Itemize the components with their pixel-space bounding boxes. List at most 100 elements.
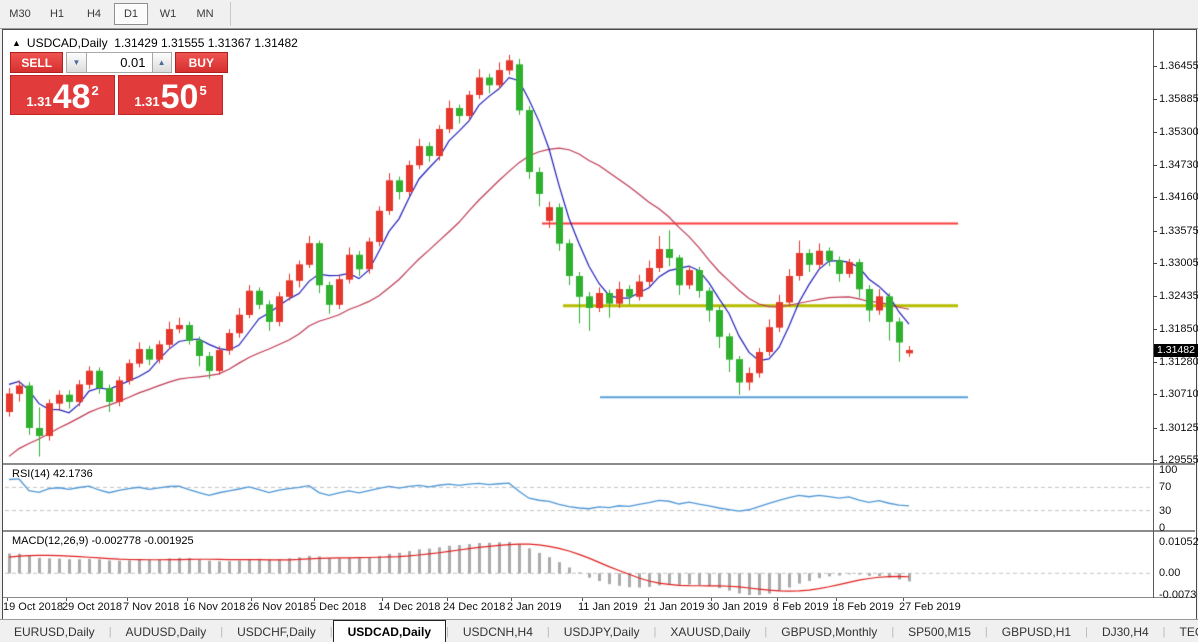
timeframe-button-w1[interactable]: W1	[159, 8, 177, 20]
price-axis-label: 1.34160	[1159, 191, 1198, 204]
chart-tab-eurusd-daily[interactable]: EURUSD,Daily	[14, 624, 95, 639]
volume-decrease-button[interactable]: ▼	[66, 52, 87, 73]
chart-tab-gbpusd-monthly[interactable]: GBPUSD,Monthly	[781, 624, 878, 639]
date-axis-label: 8 Feb 2019	[773, 601, 829, 613]
price-axis-border	[1153, 30, 1154, 598]
date-axis-tick	[711, 598, 712, 601]
volume-increase-button[interactable]: ▲	[151, 52, 172, 73]
date-axis-tick	[836, 598, 837, 601]
date-axis-label: 29 Oct 2018	[62, 601, 122, 613]
price-axis-label: 1.33575	[1159, 224, 1198, 237]
ask-price-main: 50	[160, 78, 199, 116]
timeframe-button-d1[interactable]: D1	[114, 3, 148, 25]
toolbar-divider	[230, 2, 231, 26]
panel-separator	[3, 597, 1195, 598]
date-axis-label: 27 Feb 2019	[899, 601, 961, 613]
date-axis-label: 7 Nov 2018	[123, 601, 180, 613]
tab-separator: |	[546, 625, 550, 638]
date-axis-label: 19 Oct 2018	[3, 601, 63, 613]
chart-tab-tech100-h1[interactable]: TECH100,H1	[1179, 624, 1198, 639]
chart-title: ▲ USDCAD,Daily 1.31429 1.31555 1.31367 1.…	[12, 36, 298, 50]
price-axis-tick	[1153, 98, 1157, 100]
tab-separator: |	[653, 625, 657, 638]
chart-tab-audusd-daily[interactable]: AUDUSD,Daily	[125, 624, 207, 639]
date-axis-label: 11 Jan 2019	[578, 601, 638, 613]
price-axis-tick	[1153, 329, 1157, 331]
chart-tab-bar: EURUSD,Daily | AUDUSD,Daily | USDCHF,Daily | U…	[0, 619, 1198, 642]
chart-tab-usdjpy-daily[interactable]: USDJPY,Daily	[563, 624, 640, 639]
date-axis-tick	[382, 598, 383, 601]
date-axis-tick	[511, 598, 512, 601]
tab-separator: |	[1162, 625, 1166, 638]
timeframe-button-h4[interactable]: H4	[86, 8, 102, 20]
price-axis-label: 1.35885	[1159, 92, 1198, 105]
macd-axis-label: -0.0073	[1159, 589, 1197, 601]
date-axis-tick	[187, 598, 188, 601]
date-axis-tick	[314, 598, 315, 601]
bid-price-button[interactable]: 1.31 48 2	[10, 75, 115, 115]
date-axis-tick	[903, 598, 904, 601]
price-axis-label: 1.30710	[1159, 388, 1198, 401]
price-axis-tick	[1153, 164, 1157, 166]
rsi-axis-label: 30	[1159, 504, 1172, 517]
tab-separator: |	[1085, 625, 1088, 638]
rsi-panel-canvas[interactable]	[5, 465, 1153, 530]
panel-separator[interactable]	[3, 463, 1195, 465]
rsi-label: RSI(14) 42.1736	[12, 468, 93, 480]
trade-panel-toggle-triangle-icon[interactable]: ▲	[12, 38, 21, 48]
chart-tab-usdchf-daily[interactable]: USDCHF,Daily	[237, 624, 316, 639]
date-axis-label: 26 Nov 2018	[247, 601, 310, 613]
chart-tab-usdcad-daily[interactable]: USDCAD,Daily	[332, 620, 446, 642]
ask-price-pip: 5	[199, 83, 207, 98]
price-axis-tick	[1153, 460, 1157, 462]
date-axis[interactable]: 19 Oct 2018 29 Oct 2018 7 Nov 2018 16 Nov 2…	[3, 598, 1153, 617]
sell-button[interactable]: SELL	[10, 52, 64, 73]
bid-price-prefix: 1.31	[26, 94, 52, 109]
tab-separator: |	[891, 625, 895, 638]
date-axis-label: 18 Feb 2019	[832, 601, 894, 613]
date-axis-tick	[127, 598, 128, 601]
tab-separator: |	[764, 625, 768, 638]
date-axis-tick	[648, 598, 649, 601]
price-axis-tick	[1153, 295, 1157, 297]
chart-tab-usdcnh-h4[interactable]: USDCNH,H4	[462, 624, 533, 639]
macd-axis-label: 0.00	[1159, 567, 1181, 579]
chart-tab-xauusd-daily[interactable]: XAUUSD,Daily	[670, 624, 751, 639]
panel-separator[interactable]	[3, 530, 1195, 532]
date-axis-label: 5 Dec 2018	[310, 601, 367, 613]
chart-tab-dj30-h4[interactable]: DJ30,H4	[1101, 624, 1149, 639]
volume-input[interactable]: 0.01	[86, 52, 152, 73]
timeframe-button-m30[interactable]: M30	[9, 8, 31, 20]
buy-button[interactable]: BUY	[174, 52, 229, 73]
date-axis-tick	[251, 598, 252, 601]
chart-ohlc-values: 1.31429 1.31555 1.31367 1.31482	[114, 36, 298, 50]
tab-separator: |	[446, 625, 449, 638]
price-axis-label: 1.29555	[1159, 454, 1198, 467]
date-axis-label: 21 Jan 2019	[644, 601, 705, 613]
ask-price-prefix: 1.31	[134, 94, 160, 109]
down-triangle-icon: ▼	[72, 58, 81, 67]
macd-panel-canvas[interactable]	[5, 532, 1153, 597]
price-axis-tick	[1153, 66, 1157, 67]
rsi-axis-label: 100	[1159, 464, 1178, 476]
chart-tab-sp500-m15[interactable]: SP500,M15	[908, 624, 971, 639]
price-axis-label: 1.33005	[1159, 257, 1198, 270]
timeframe-button-h1[interactable]: H1	[49, 8, 65, 20]
timeframe-button-mn[interactable]: MN	[196, 8, 214, 20]
price-axis-tick	[1153, 132, 1157, 133]
rsi-axis-label: 0	[1159, 522, 1166, 534]
date-axis-label: 2 Jan 2019	[507, 601, 562, 613]
price-axis-label: 1.31280	[1159, 355, 1198, 368]
date-axis-tick	[777, 598, 778, 601]
timeframe-buttons: M30 H1 H4 D1 W1 MN	[0, 3, 222, 25]
one-click-trade-panel: SELL ▼ 0.01 ▲ BUY 1.31 48 2 1.31 50 5	[10, 52, 229, 115]
bid-price-main: 48	[52, 78, 91, 116]
date-axis-tick	[7, 598, 8, 601]
price-axis-label: 1.31850	[1159, 323, 1198, 336]
ask-price-button[interactable]: 1.31 50 5	[118, 75, 223, 115]
date-axis-label: 30 Jan 2019	[707, 601, 768, 613]
chart-tab-gbpusd-h1[interactable]: GBPUSD,H1	[1001, 624, 1072, 639]
date-axis-tick	[582, 598, 583, 601]
macd-axis-label: 0.010525	[1159, 536, 1198, 548]
